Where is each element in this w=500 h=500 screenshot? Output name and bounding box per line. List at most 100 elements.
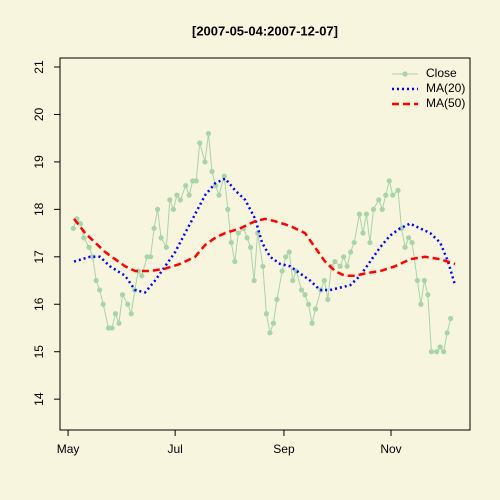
legend-label: MA(20) (426, 81, 465, 95)
chart-title: [2007-05-04:2007-12-07] (192, 23, 338, 38)
point (270, 320, 277, 326)
point (348, 249, 354, 255)
point (77, 220, 83, 227)
y-tick-label: 21 (32, 60, 46, 74)
point (135, 268, 141, 274)
point (154, 206, 161, 212)
point (444, 330, 450, 336)
point (70, 225, 76, 231)
point (341, 254, 347, 260)
series-line (73, 217, 456, 278)
point (251, 277, 257, 284)
point (344, 263, 350, 269)
point (158, 235, 164, 241)
point (325, 296, 331, 303)
point (312, 306, 319, 312)
point (174, 192, 180, 198)
point (197, 140, 203, 146)
point (441, 349, 447, 355)
point (395, 187, 401, 193)
point (170, 206, 176, 212)
point (414, 277, 420, 284)
point (186, 192, 192, 198)
y-tick-label: 15 (32, 345, 46, 359)
point (112, 311, 119, 317)
point (437, 344, 443, 350)
point (267, 330, 273, 336)
point (100, 301, 106, 307)
point (402, 244, 408, 250)
point (363, 211, 370, 217)
y-tick-label: 19 (32, 155, 46, 169)
point (383, 192, 389, 198)
point (425, 292, 431, 298)
point (119, 292, 126, 298)
point (81, 235, 87, 241)
point (356, 211, 363, 217)
series-line (73, 176, 457, 294)
y-tick-label: 16 (32, 297, 46, 311)
point (193, 178, 199, 184)
point (90, 254, 96, 260)
point (302, 292, 308, 298)
y-tick-label: 14 (32, 392, 46, 406)
point (167, 197, 173, 203)
point (386, 178, 392, 184)
point (93, 277, 99, 284)
point (286, 249, 292, 255)
plot-frame (59, 57, 471, 431)
point (183, 183, 189, 189)
y-tick-label: 17 (32, 250, 46, 264)
x-tick-label: Sep (273, 442, 295, 456)
point (274, 296, 280, 303)
point (125, 301, 131, 307)
point (390, 192, 396, 198)
point (448, 315, 454, 322)
point (232, 258, 238, 265)
point (221, 173, 227, 179)
point (360, 230, 366, 236)
x-tick-label: Jul (167, 442, 182, 456)
point (263, 311, 270, 317)
x-tick-label: Nov (380, 442, 401, 456)
point (244, 235, 250, 241)
point (379, 206, 385, 212)
point (421, 277, 427, 284)
point (228, 239, 234, 246)
point (418, 301, 424, 307)
point (177, 197, 184, 203)
point (212, 183, 219, 189)
point (434, 349, 440, 355)
point (290, 277, 296, 284)
y-tick-label: 18 (32, 202, 46, 216)
point (116, 320, 122, 326)
point (139, 273, 145, 279)
point (351, 239, 357, 246)
point (305, 301, 312, 307)
y-tick-label: 20 (32, 107, 46, 121)
point (409, 239, 415, 246)
point (147, 254, 154, 260)
point (86, 244, 92, 250)
point (367, 239, 373, 246)
point (321, 277, 327, 284)
point (209, 168, 215, 175)
point (97, 287, 103, 293)
point (216, 192, 222, 198)
legend-marker (402, 71, 408, 77)
point (163, 244, 169, 250)
point (205, 130, 212, 137)
point (202, 159, 208, 165)
point (279, 268, 285, 274)
point (283, 254, 289, 260)
point (376, 197, 382, 203)
point (332, 258, 338, 265)
point (337, 263, 343, 269)
point (370, 206, 377, 212)
point (248, 244, 254, 250)
point (151, 225, 157, 231)
legend-label: Close (426, 66, 457, 80)
